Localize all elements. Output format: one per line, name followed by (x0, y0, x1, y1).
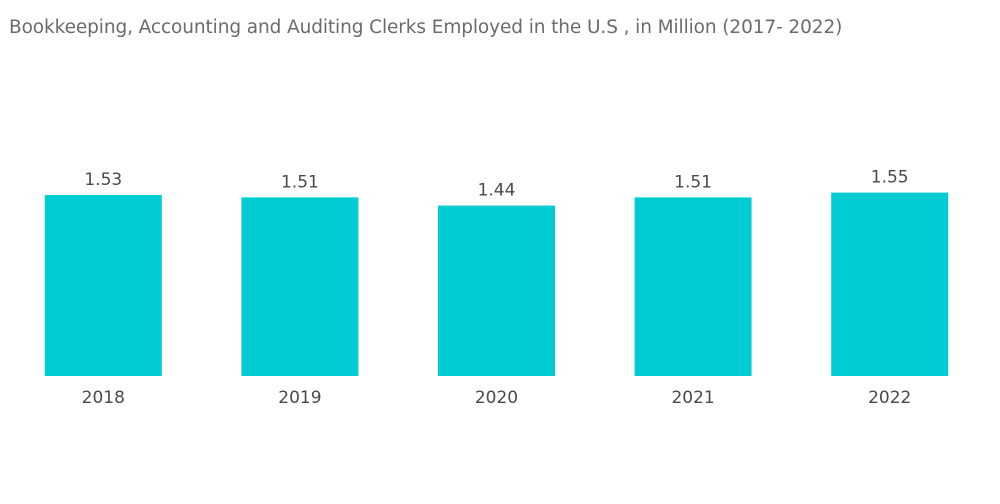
category-label-2018: 2018 (82, 388, 125, 408)
bars-layer (44, 192, 949, 376)
bar-2022 (831, 192, 949, 376)
value-label-2019: 1.51 (281, 172, 319, 192)
category-label-2020: 2020 (475, 388, 518, 408)
value-label-2020: 1.44 (478, 181, 516, 201)
bar-2020 (438, 205, 555, 376)
bar-2019 (241, 197, 359, 376)
value-label-2018: 1.53 (84, 170, 122, 190)
chart-title: Bookkeeping, Accounting and Auditing Cle… (9, 17, 843, 38)
category-label-2022: 2022 (868, 388, 911, 408)
category-label-2019: 2019 (278, 388, 321, 408)
value-labels-layer: 1.53 1.51 1.44 1.51 1.55 (84, 168, 908, 201)
category-labels-layer: 2018 2019 2020 2021 2022 (82, 388, 912, 408)
bar-2021 (634, 197, 752, 376)
category-label-2021: 2021 (671, 388, 714, 408)
bar-2018 (44, 195, 162, 376)
value-label-2021: 1.51 (674, 172, 712, 192)
value-label-2022: 1.55 (871, 168, 909, 188)
